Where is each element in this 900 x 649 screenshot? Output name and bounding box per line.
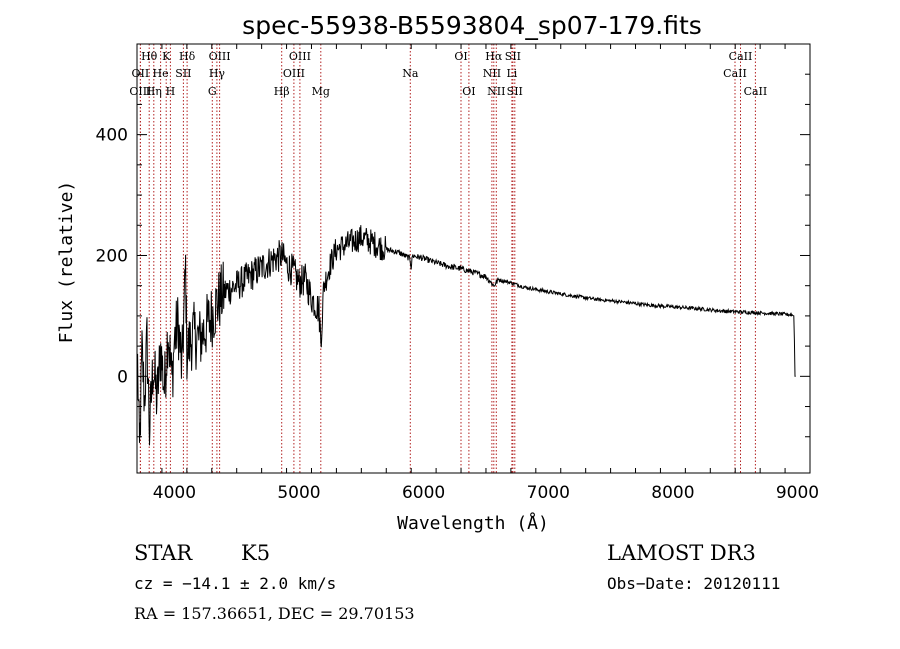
observation-date: Obs−Date: 20120111 (607, 574, 780, 593)
plot-frame (136, 43, 811, 474)
y-tick-labels: 0 200 400 (96, 126, 128, 388)
x-tick-label: 5000 (277, 483, 320, 503)
x-tick-label: 4000 (153, 483, 196, 503)
spectral-line-label: Hγ (209, 67, 226, 80)
y-tick-label: 200 (96, 247, 128, 267)
spectral-line-label: OII (132, 67, 150, 80)
y-tick-label: 0 (117, 367, 128, 387)
spectral-line-label: Hη (146, 85, 162, 98)
spectral-line-label: G (208, 85, 217, 98)
spectral-line-label: OI (462, 85, 475, 98)
spectral-line-label: CaII (744, 85, 768, 98)
x-axis-label: Wavelength (Å) (397, 512, 549, 534)
spectral-line-label: H (166, 85, 176, 98)
survey-label: LAMOST DR3 (607, 541, 756, 565)
spectral-line-label: NII (483, 67, 501, 80)
spectral-line-label: Hα (485, 50, 503, 63)
spectral-line-label: K (162, 50, 171, 63)
spectral-line-label: CaII (729, 50, 753, 63)
x-tick-label: 9000 (776, 483, 819, 503)
spectral-line-label: OIII (289, 50, 311, 63)
x-tick-label: 6000 (402, 483, 445, 503)
spectrum-series-line (137, 225, 796, 446)
object-subclass: K5 (241, 541, 270, 565)
chart-title: spec-55938-B5593804_sp07-179.fits (242, 11, 702, 40)
redshift-velocity: cz = −14.1 ± 2.0 km/s (134, 574, 336, 593)
object-class: STAR (134, 541, 193, 565)
spectral-line-label: NII (487, 85, 505, 98)
spectral-line-markers (139, 44, 756, 473)
spectral-line-label: Hθ (141, 50, 158, 63)
spectral-line-label: Mg (312, 85, 330, 98)
x-tick-label: 7000 (527, 483, 570, 503)
y-axis-label: Flux (relative) (56, 181, 77, 344)
axis-ticks (136, 44, 811, 473)
x-tick-labels: 4000 5000 6000 7000 8000 9000 (153, 483, 819, 503)
spectral-line-label: Hδ (179, 50, 196, 63)
spectral-line-label: CaII (723, 67, 747, 80)
spectral-line-label: OIII (209, 50, 231, 63)
spectral-line-label: SII (175, 67, 191, 80)
spectral-line-label: Li (506, 67, 517, 80)
spectral-line-label: OI (454, 50, 467, 63)
spectral-line-label: OIII (129, 85, 151, 98)
y-tick-label: 400 (96, 126, 128, 146)
spectral-line-label: SII (507, 85, 523, 98)
spectral-line-label: He (153, 67, 169, 80)
coordinates: RA = 157.36651, DEC = 29.70153 (134, 604, 415, 623)
spectral-line-label: Hβ (274, 85, 290, 98)
spectral-line-label: Na (402, 67, 419, 80)
spectral-line-label: OIII (283, 67, 305, 80)
spectral-line-label: SII (505, 50, 521, 63)
x-tick-label: 8000 (651, 483, 694, 503)
